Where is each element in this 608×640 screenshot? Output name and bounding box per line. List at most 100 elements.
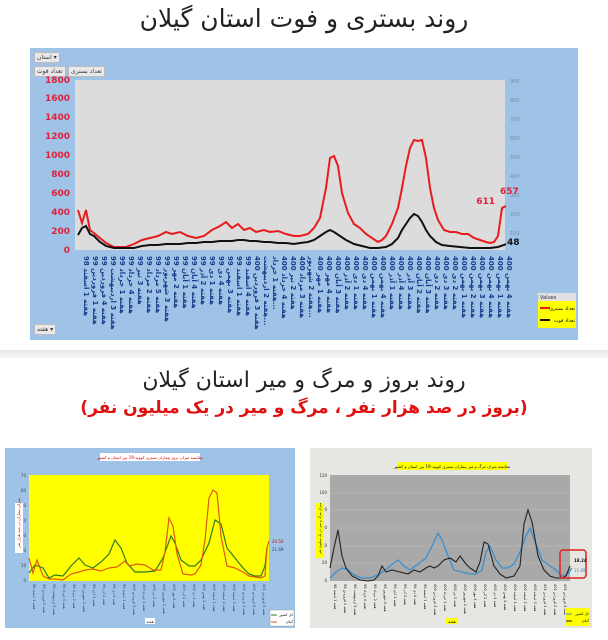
svg-text:1000: 1000 bbox=[45, 151, 70, 161]
svg-text:هفته 3 اردیبهشت 99: هفته 3 اردیبهشت 99 bbox=[52, 584, 56, 615]
svg-text:40: 40 bbox=[21, 518, 27, 523]
svg-text:هفته 4 دی 400: هفته 4 دی 400 bbox=[192, 584, 196, 607]
svg-text:هفته 3 تیر 99: هفته 3 تیر 99 bbox=[136, 256, 144, 305]
label-guilan-incidence: 24.50 bbox=[272, 539, 284, 544]
svg-text:هفته 4 خرداد 99: هفته 4 خرداد 99 bbox=[363, 584, 367, 609]
svg-text:هفته 2 اسفند 400: هفته 2 اسفند 400 bbox=[523, 584, 527, 612]
svg-text:هفته 2 آذر 400: هفته 2 آذر 400 bbox=[483, 584, 487, 607]
svg-text:هفته 1 اسفند 98: هفته 1 اسفند 98 bbox=[333, 584, 337, 609]
svg-text:هفته 1 خرداد 400: هفته 1 خرداد 400 bbox=[142, 584, 146, 611]
svg-text:میزان مرگ و میر در یک میلیون ن: میزان مرگ و میر در یک میلیون نفر bbox=[317, 503, 322, 555]
svg-text:هفته 2 دی 400: هفته 2 دی 400 bbox=[451, 256, 459, 310]
svg-text:هفته 1 آبان 99: هفته 1 آبان 99 bbox=[393, 584, 397, 606]
svg-text:هفته 4 مهر 400: هفته 4 مهر 400 bbox=[473, 584, 477, 608]
svg-text:گیلان: گیلان bbox=[582, 618, 590, 623]
svg-text:هفته 1 آذر 400: هفته 1 آذر 400 bbox=[388, 256, 397, 310]
svg-text:هفته 2 اسفند 400: هفته 2 اسفند 400 bbox=[222, 584, 226, 612]
svg-text:هفته 4 فروردین 99: هفته 4 فروردین 99 bbox=[100, 256, 108, 325]
svg-text:هفته 3 فروردین 400: هفته 3 فروردین 400 bbox=[433, 584, 437, 615]
highlight-box bbox=[559, 549, 587, 579]
svg-text:هفته 2 تیر 400: هفته 2 تیر 400 bbox=[152, 584, 156, 607]
svg-text:700: 700 bbox=[510, 117, 520, 123]
svg-text:هفته 3 اسفند 400: هفته 3 اسفند 400 bbox=[533, 584, 537, 612]
svg-text:هفته 3 دی 400: هفته 3 دی 400 bbox=[442, 256, 450, 310]
svg-text:200: 200 bbox=[510, 212, 520, 218]
svg-text:80: 80 bbox=[322, 507, 328, 512]
svg-text:هفته 1 فروردین 99: هفته 1 فروردین 99 bbox=[91, 256, 99, 325]
svg-text:هفته 3 اسفند 400: هفته 3 اسفند 400 bbox=[232, 584, 236, 612]
svg-text:600: 600 bbox=[510, 136, 520, 142]
svg-text:هفته 3 اردیبهشت 99: هفته 3 اردیبهشت 99 bbox=[109, 256, 117, 330]
svg-text:20: 20 bbox=[21, 548, 27, 553]
hospitalization-chart-panel: استان ▾ تعداد فوت تعداد بستری هفته ▾ 0 20… bbox=[30, 48, 578, 340]
svg-text:هفته 4 دی 99: هفته 4 دی 99 bbox=[413, 584, 417, 605]
svg-text:گیلان: گیلان bbox=[286, 619, 294, 624]
svg-text:800: 800 bbox=[51, 170, 70, 180]
svg-text:هفته 1 فروردین 401: هفته 1 فروردین 401 bbox=[543, 584, 547, 615]
svg-text:هفته 1 فروردین 401: هفته 1 فروردین 401 bbox=[242, 584, 246, 615]
svg-text:هفته 3 فروردین 400: هفته 3 فروردین 400 bbox=[132, 584, 136, 615]
svg-text:هفته 5 مرداد 99: هفته 5 مرداد 99 bbox=[154, 256, 162, 313]
svg-text:هفته 2 مرداد 99: هفته 2 مرداد 99 bbox=[373, 584, 377, 609]
svg-text:هفته 2 شهریور 400: هفته 2 شهریور 400 bbox=[162, 584, 166, 614]
svg-text:هفته 1 اسفند 99: هفته 1 اسفند 99 bbox=[423, 584, 427, 609]
svg-text:هفته 2 شهریور 400: هفته 2 شهریور 400 bbox=[463, 584, 467, 614]
field-button-deaths[interactable]: تعداد فوت bbox=[34, 66, 66, 77]
legend: Values تعداد بستری تعداد فوت bbox=[538, 293, 576, 328]
svg-text:هفته 4 دی 99: هفته 4 دی 99 bbox=[217, 256, 225, 305]
svg-text:هفته 4 آذر 400: هفته 4 آذر 400 bbox=[397, 256, 406, 310]
svg-text:هفته: هفته bbox=[146, 619, 153, 624]
svg-text:هفته 1 بهمن 400: هفته 1 بهمن 400 bbox=[496, 256, 504, 318]
svg-text:هفته 1 اسفند 99: هفته 1 اسفند 99 bbox=[235, 256, 243, 316]
svg-text:تعداد بستری: تعداد بستری bbox=[549, 306, 575, 312]
svg-text:1400: 1400 bbox=[45, 113, 70, 123]
week-axis-button[interactable]: هفته ▾ bbox=[34, 324, 57, 335]
svg-text:200: 200 bbox=[51, 227, 70, 237]
svg-text:هفته 2 تیر 400: هفته 2 تیر 400 bbox=[453, 584, 457, 607]
incidence-chart: مقایسه میزان بروز بیماران بستری کووید-19… bbox=[15, 453, 295, 627]
svg-text:هفته 1 بهمن 400: هفته 1 بهمن 400 bbox=[460, 256, 468, 318]
svg-text:هفته 1 مهر 400: هفته 1 مهر 400 bbox=[316, 256, 324, 313]
svg-text:هفته 1 دی 99: هفته 1 دی 99 bbox=[208, 256, 216, 305]
svg-text:هفته 1 اسفند 400: هفته 1 اسفند 400 bbox=[212, 584, 216, 612]
svg-text:هفته 2 مرداد 99: هفته 2 مرداد 99 bbox=[145, 256, 153, 313]
svg-text:هفته 4 اسفند 99: هفته 4 اسفند 99 bbox=[244, 256, 252, 316]
svg-text:هفته 2 فروردین 401: هفته 2 فروردین 401 bbox=[252, 584, 256, 615]
svg-text:800: 800 bbox=[510, 98, 520, 104]
svg-text:هفته 2 آذر 99: هفته 2 آذر 99 bbox=[199, 256, 208, 305]
mortality-chart-panel: مقایسه میزان مرگ و میر بیماران بستری کوو… bbox=[310, 448, 592, 628]
svg-text:هفته 2 اردیبهشت...: هفته 2 اردیبهشت... bbox=[262, 256, 270, 325]
svg-text:هفته 2 فروردین 401: هفته 2 فروردین 401 bbox=[553, 584, 557, 615]
svg-text:500: 500 bbox=[510, 155, 520, 161]
svg-text:Values: Values bbox=[540, 295, 557, 301]
province-filter-button[interactable]: استان ▾ bbox=[34, 52, 60, 63]
svg-text:هفته 4 دی 400: هفته 4 دی 400 bbox=[493, 584, 497, 607]
field-button-hospitalized[interactable]: تعداد بستری bbox=[68, 66, 105, 77]
svg-text:1600: 1600 bbox=[45, 94, 70, 104]
svg-text:هفته 2 تیر 400: هفته 2 تیر 400 bbox=[289, 256, 297, 310]
svg-text:هفته 2 مرداد 99: هفته 2 مرداد 99 bbox=[72, 584, 76, 609]
svg-text:هفته 2 بهمن 400: هفته 2 بهمن 400 bbox=[469, 256, 477, 318]
svg-text:هفته 4 خرداد 99: هفته 4 خرداد 99 bbox=[127, 256, 135, 314]
svg-text:هفته 1 خرداد 99: هفته 1 خرداد 99 bbox=[118, 256, 126, 314]
page-subtitle-incidence: (بروز در صد هزار نفر ، مرگ و میر در یک م… bbox=[80, 398, 528, 418]
svg-text:60: 60 bbox=[322, 525, 328, 530]
svg-text:10: 10 bbox=[21, 563, 27, 568]
svg-text:هفته 2 شهریور...: هفته 2 شهریور... bbox=[307, 255, 315, 318]
svg-text:هفته 2 دی 400: هفته 2 دی 400 bbox=[433, 256, 441, 310]
svg-text:1800: 1800 bbox=[45, 76, 70, 86]
svg-text:میزان بیماران در صد هزار نفر: میزان بیماران در صد هزار نفر bbox=[16, 498, 21, 549]
svg-text:هفته 4 مهر 400: هفته 4 مهر 400 bbox=[325, 256, 333, 313]
svg-text:هفته 1 آبان 99: هفته 1 آبان 99 bbox=[181, 256, 190, 309]
label-iran-mortality: 11.85 bbox=[574, 568, 586, 573]
svg-text:هفته 4 بهمن 400: هفته 4 بهمن 400 bbox=[487, 256, 495, 318]
svg-text:مقایسه میزان بروز بیماران بستر: مقایسه میزان بروز بیماران بستری کووید-19… bbox=[96, 455, 203, 460]
svg-text:هفته: هفته bbox=[448, 619, 455, 624]
svg-text:هفته 3 فروردین 400: هفته 3 فروردین 400 bbox=[253, 256, 261, 330]
svg-text:هفته 4 بهمن 400: هفته 4 بهمن 400 bbox=[202, 584, 206, 610]
svg-text:60: 60 bbox=[21, 488, 27, 493]
svg-text:هفته 3 فروردین 401: هفته 3 فروردین 401 bbox=[262, 584, 266, 615]
svg-text:100: 100 bbox=[510, 231, 520, 237]
svg-text:900: 900 bbox=[510, 79, 520, 85]
svg-text:هفته 3 شهریور 99: هفته 3 شهریور 99 bbox=[82, 584, 86, 612]
